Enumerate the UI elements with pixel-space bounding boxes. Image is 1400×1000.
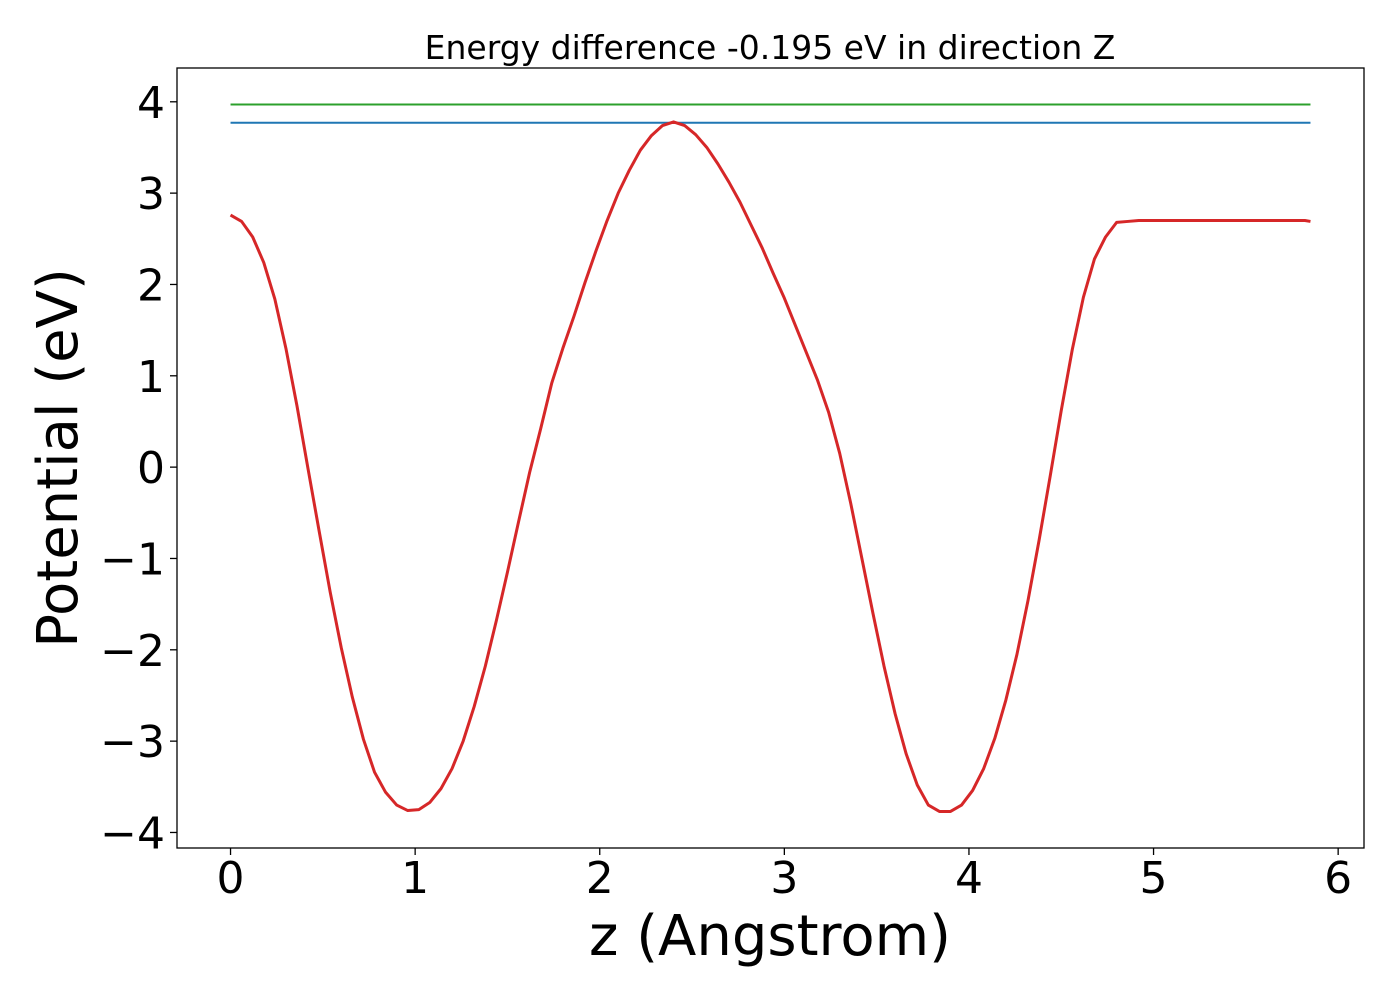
axes: 0 1 2 3 4 5 6 −4 −3 −2 −1 0 1 2 3 4: [100, 67, 1365, 904]
y-tick-label: −1: [100, 534, 165, 585]
y-tick-label: 4: [137, 78, 165, 129]
y-tick-label: −3: [100, 717, 165, 768]
chart-title: Energy difference -0.195 eV in direction…: [425, 28, 1116, 67]
y-tick-label: 1: [137, 352, 165, 403]
plot-area: [229, 103, 1311, 813]
y-tick-label: 0: [137, 443, 165, 494]
x-tick-label: 6: [1324, 853, 1352, 904]
x-tick-label: 0: [217, 853, 245, 904]
x-tick-label: 3: [770, 853, 798, 904]
y-tick-label: −2: [100, 626, 165, 677]
x-tick-label: 4: [955, 853, 983, 904]
y-tick-label: 3: [137, 169, 165, 220]
x-tick-label: 5: [1140, 853, 1168, 904]
y-tick-label: 2: [137, 260, 165, 311]
y-tick-label: −4: [100, 808, 165, 859]
plot-frame: [176, 67, 1365, 849]
x-tick-label: 2: [586, 853, 614, 904]
potential-curve: [229, 120, 1311, 813]
x-tick-label: 1: [401, 853, 429, 904]
y-axis-label: Potential (eV): [26, 268, 91, 648]
x-axis-label: z (Angstrom): [589, 904, 951, 969]
